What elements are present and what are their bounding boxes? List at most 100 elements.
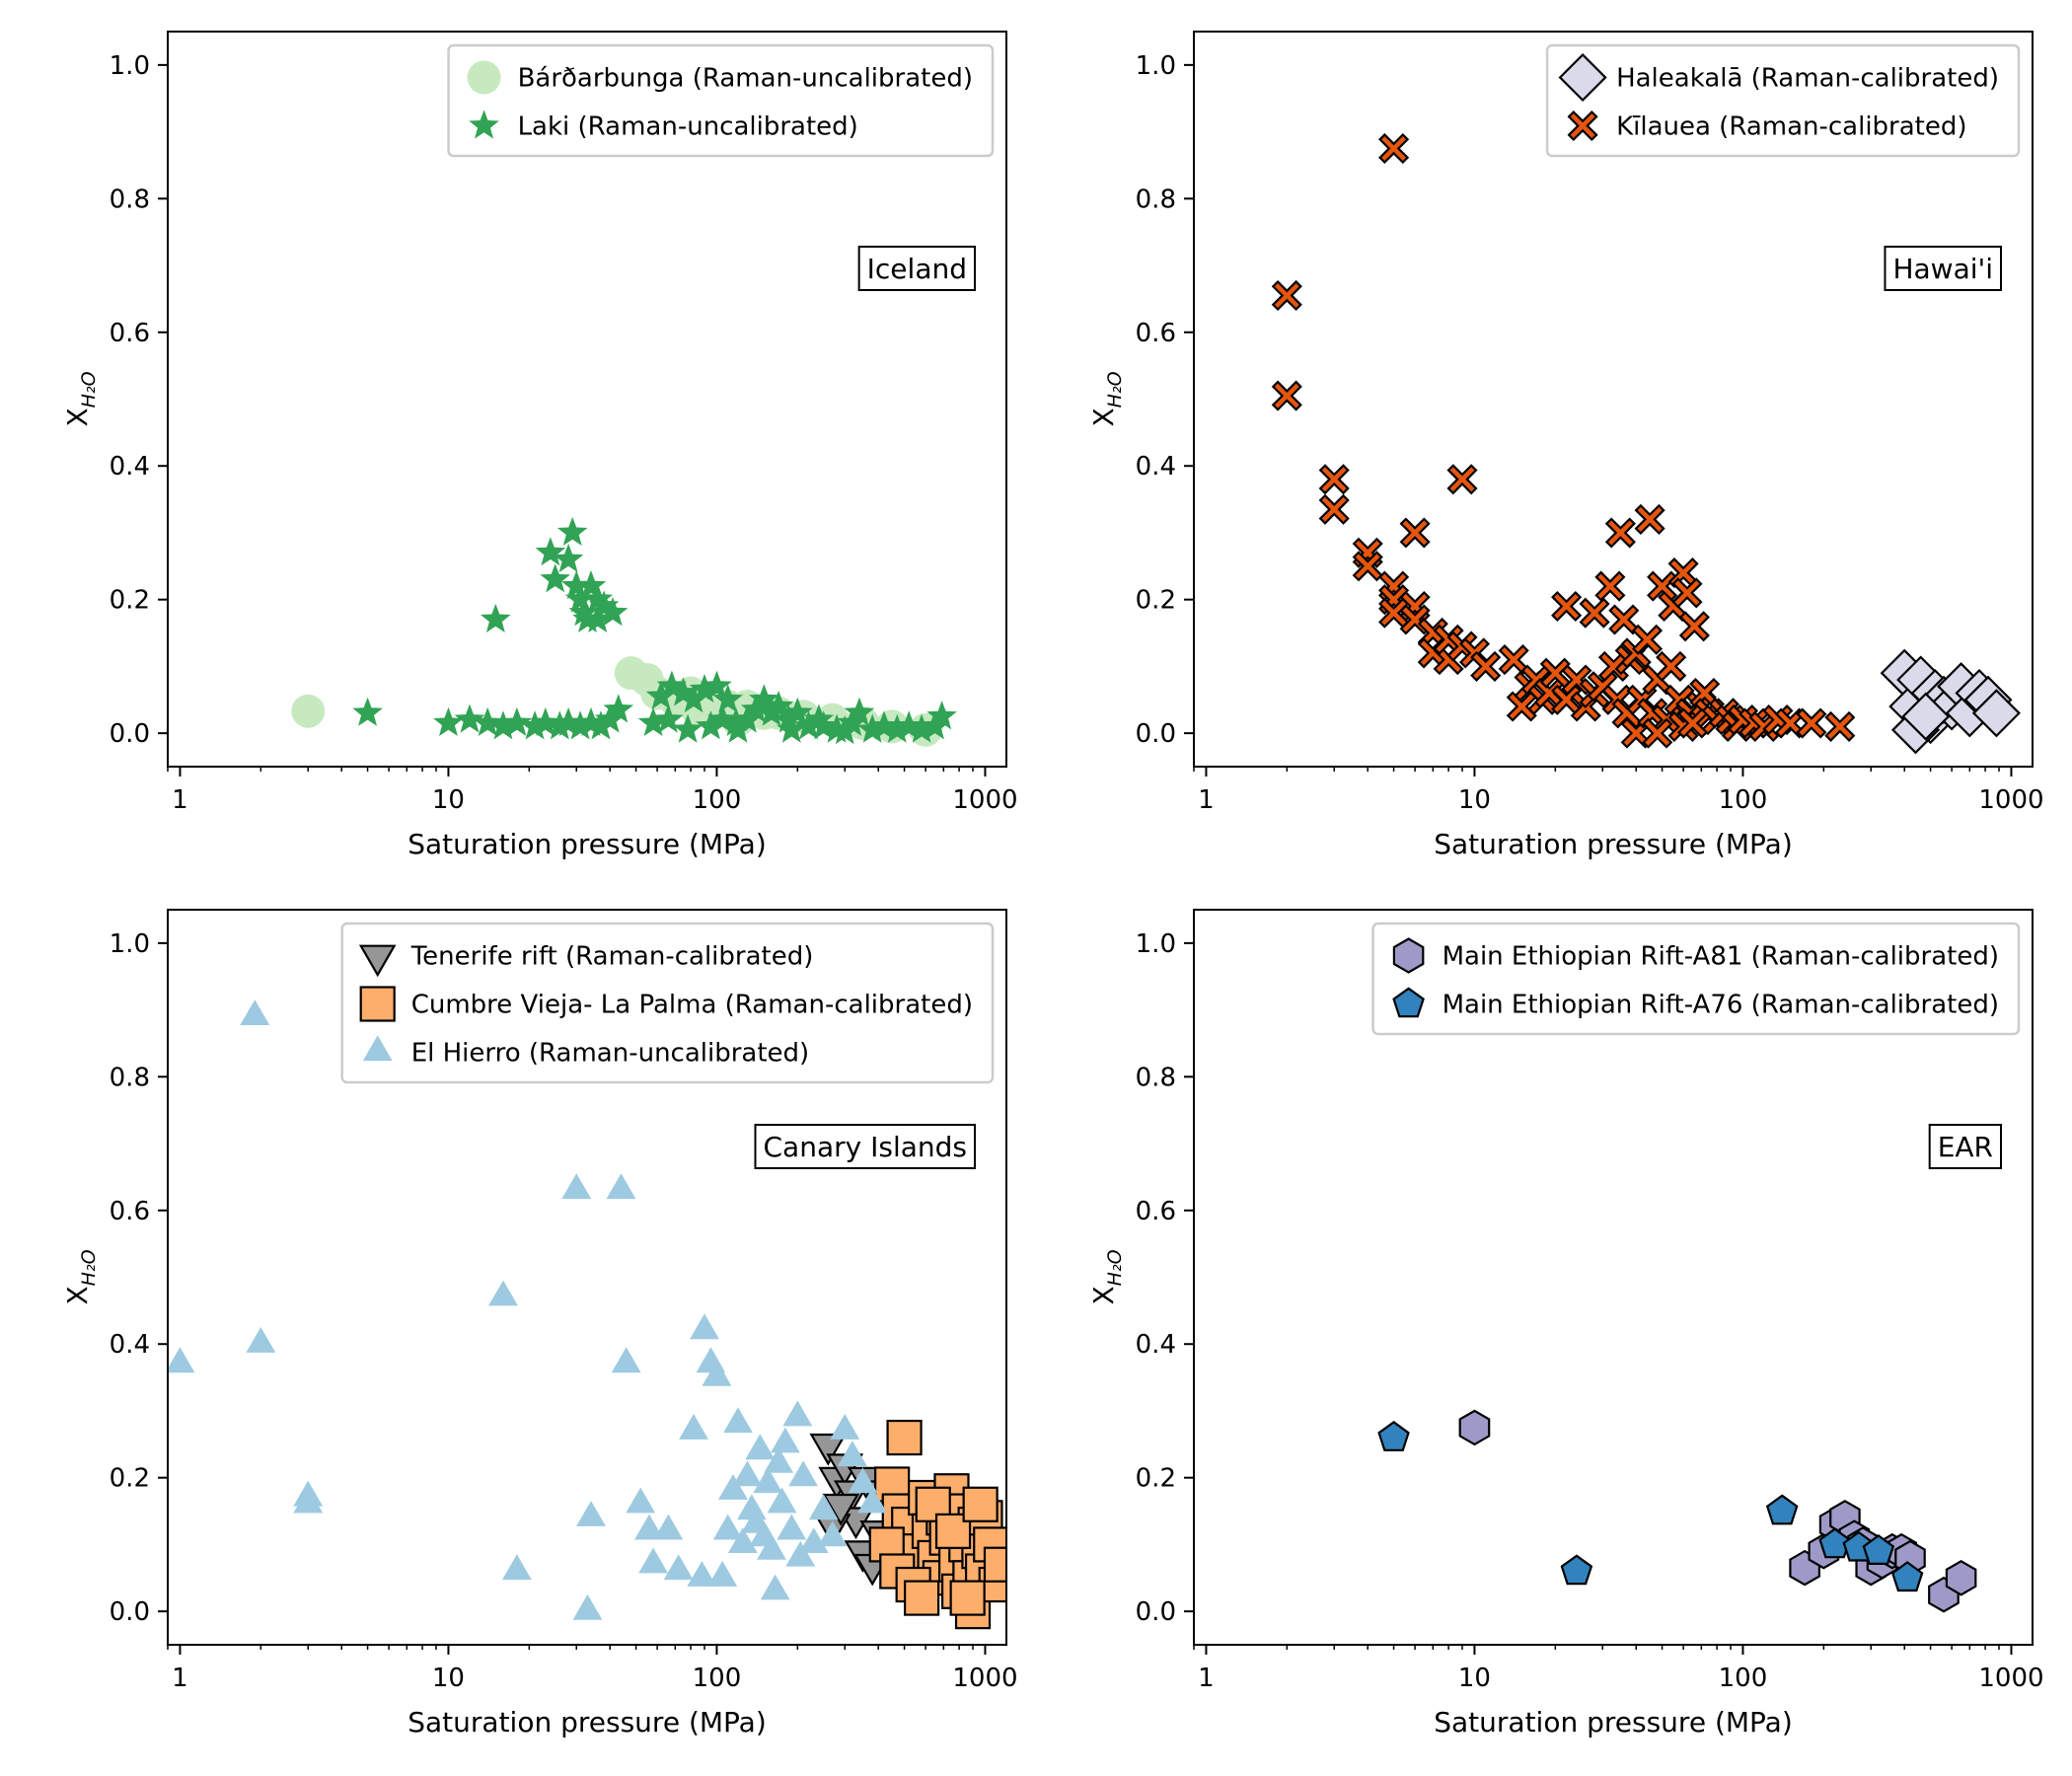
- data-point: [575, 570, 607, 600]
- data-point: [1971, 689, 2021, 738]
- data-point: [1748, 710, 1780, 742]
- data-point: [1271, 380, 1302, 411]
- panel-canary-islands: 1 10 100 1000 0.0 0.2 0.4 0.6 0.8 1.0 Saturation p…: [59, 888, 1046, 1756]
- data-point: [603, 694, 634, 723]
- data-point: [763, 690, 794, 720]
- y-tick-label: 0.6: [1136, 1197, 1176, 1226]
- y-tick-label: 0.0: [1136, 719, 1176, 749]
- data-point: [777, 713, 807, 743]
- data-point: [949, 1580, 986, 1616]
- legend-label: Main Ethiopian Rift-A76 (Raman-calibrate…: [1443, 991, 1999, 1020]
- series-2: [168, 999, 888, 1620]
- data-point: [1399, 517, 1431, 549]
- data-point: [1318, 493, 1350, 525]
- data-point: [1656, 650, 1687, 682]
- data-point: [1634, 503, 1665, 535]
- data-point: [788, 1460, 818, 1487]
- data-point: [240, 999, 270, 1025]
- data-point: [553, 543, 584, 573]
- legend-marker: [1567, 110, 1598, 142]
- data-point: [540, 563, 570, 593]
- data-point: [829, 715, 860, 745]
- y-axis-label: XH₂O: [61, 1249, 100, 1304]
- data-point: [718, 1474, 748, 1500]
- data-point: [663, 1554, 694, 1581]
- x-tick-label: 10: [432, 1664, 465, 1693]
- region-label: Iceland: [867, 253, 967, 285]
- x-tick-label: 10: [1458, 1664, 1491, 1693]
- data-point: [777, 1514, 807, 1540]
- x-tick-label: 1000: [1978, 1664, 2043, 1693]
- data-point: [1901, 692, 1951, 741]
- data-point: [803, 703, 835, 733]
- region-label-box: [754, 1124, 976, 1169]
- legend-box: [340, 922, 995, 1084]
- legend-marker: [467, 60, 501, 95]
- data-point: [454, 703, 485, 733]
- legend-marker: [1392, 937, 1425, 974]
- data-point: [764, 1446, 794, 1473]
- y-tick-label: 0.4: [1136, 452, 1176, 481]
- data-point: [798, 1527, 829, 1553]
- y-tick-label: 0.2: [1136, 1464, 1176, 1494]
- data-point: [606, 1173, 636, 1200]
- y-tick-label: 0.2: [1136, 586, 1176, 616]
- y-axis-label: XH₂O: [1087, 371, 1126, 426]
- data-point: [634, 1514, 664, 1540]
- legend-label: Haleakalā (Raman-calibrated): [1616, 64, 1999, 94]
- legend-label: El Hierro (Raman-uncalibrated): [411, 1039, 810, 1069]
- data-point: [656, 670, 688, 700]
- data-point: [771, 1427, 800, 1453]
- y-axis-label: XH₂O: [61, 371, 100, 426]
- legend: Tenerife rift (Raman-calibrated) Cumbre V…: [340, 922, 995, 1084]
- data-point: [594, 703, 626, 733]
- data-point: [564, 583, 596, 613]
- legend-marker: [1392, 987, 1425, 1018]
- data-point: [582, 603, 614, 632]
- data-point: [723, 1407, 753, 1434]
- data-point: [487, 710, 519, 740]
- data-point: [535, 537, 566, 566]
- data-point: [817, 1520, 848, 1547]
- panel-iceland: 1 10 100 1000 0.0 0.2 0.4 0.6 0.8 1.0 Saturation p…: [59, 10, 1046, 878]
- data-point: [749, 684, 779, 713]
- data-point: [760, 1574, 790, 1600]
- x-tick-label: 100: [1719, 785, 1768, 815]
- data-point: [1560, 1554, 1593, 1586]
- data-point: [1551, 590, 1583, 623]
- data-point: [1945, 1560, 1977, 1596]
- data-point: [732, 1460, 763, 1487]
- data-point: [472, 706, 503, 736]
- data-point: [653, 703, 684, 733]
- scatter-chart: 1 10 100 1000 0.0 0.2 0.4 0.6 0.8 1.0 Saturation p…: [1087, 31, 2044, 860]
- region-label-box: [1928, 1124, 2002, 1169]
- data-point: [868, 1526, 905, 1563]
- legend-box: [1371, 922, 2021, 1036]
- data-points: [1377, 1409, 1977, 1613]
- data-point: [785, 1540, 816, 1567]
- x-tick-label: 100: [1719, 1664, 1768, 1693]
- data-point: [556, 516, 588, 546]
- series-1: [868, 1419, 1006, 1630]
- data-point: [1818, 1527, 1851, 1559]
- data-point: [702, 670, 732, 700]
- data-points: [291, 516, 957, 747]
- data-point: [1470, 650, 1502, 682]
- data-point: [293, 1487, 324, 1514]
- region-label: EAR: [1938, 1131, 1993, 1163]
- legend-label: Kīlauea (Raman-calibrated): [1616, 112, 1966, 142]
- data-point: [626, 1487, 656, 1514]
- data-point: [848, 1467, 878, 1494]
- data-point: [702, 1360, 732, 1386]
- data-point: [1796, 707, 1827, 739]
- x-tick-label: 100: [693, 1664, 742, 1693]
- y-tick-label: 1.0: [110, 51, 150, 81]
- data-point: [1377, 1420, 1410, 1451]
- data-point: [572, 1593, 603, 1620]
- data-point: [857, 1487, 888, 1514]
- data-point: [481, 603, 511, 632]
- y-tick-label: 1.0: [110, 929, 150, 959]
- data-point: [433, 706, 464, 736]
- data-point: [753, 1467, 783, 1494]
- data-point: [545, 710, 575, 740]
